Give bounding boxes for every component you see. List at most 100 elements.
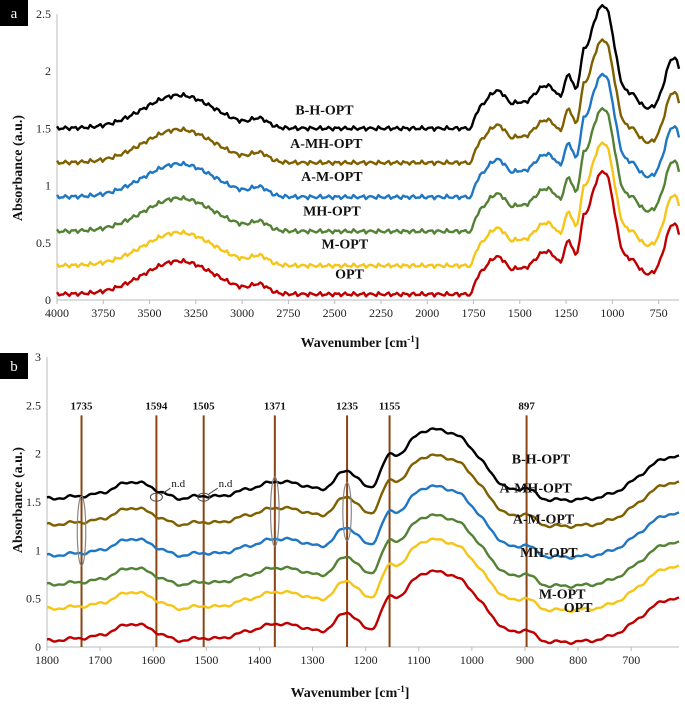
panel-a-axes: 0 0.5 1 1.5 2 2.5 4000 3750 3500 3250 3000 2750 2500… [36, 7, 679, 320]
panel-a-y-tick-label: 0.5 [36, 236, 51, 250]
panel-b-label-mh-opt: MH-OPT [520, 546, 578, 561]
panel-b-y-tick-label: 1.5 [26, 495, 41, 509]
panel-b-x-tick-label: 1800 [35, 653, 59, 667]
panel-b-x-tick-label: 1700 [88, 653, 112, 667]
panel-b-y-tick-label: 0 [35, 640, 41, 654]
panel-a-series-m-opt [55, 141, 681, 270]
panel-b-series-b-h-opt [46, 427, 680, 503]
panel-b-x-tick-label: 900 [516, 653, 534, 667]
marker-label-1371: 1371 [264, 400, 286, 412]
panel-a-label-opt: OPT [335, 267, 364, 282]
panel-b-label-a-m-opt: A-M-OPT [513, 512, 575, 527]
highlight-ellipse-1 [269, 476, 280, 548]
panel-a-xlabel-sup: -1 [407, 334, 415, 344]
panel-a-legend-labels: B-H-OPT A-MH-OPT A-M-OPT MH-OPT M-OPT OPT [290, 104, 369, 283]
panel-b-label-a-mh-opt: A-MH-OPT [499, 481, 572, 496]
panel-a: a 0 0.5 1 1.5 2 2.5 4000 3750 3500 3250 3000 2750 25… [0, 0, 681, 351]
panel-b-x-tick-label: 800 [569, 653, 587, 667]
panel-a-x-tick-label: 1500 [508, 306, 532, 320]
panel-b-series-mh-opt [46, 513, 680, 589]
panel-a-xlabel-close: ] [415, 336, 420, 351]
panel-a-series-a-mh-opt [55, 38, 681, 167]
panel-b-y-tick-label: 2.5 [26, 398, 41, 412]
panel-b-series-m-opt [46, 537, 680, 614]
panel-a-y-axis-title: Absorbance (a.u.) [11, 115, 26, 222]
panel-b: b 0 0.5 1 1.5 2 2.5 3 1800 1700 1600 1500 1400 1300 1… [0, 350, 680, 701]
panel-a-x-tick-label: 1750 [462, 306, 486, 320]
nd-label-0: n.d [171, 478, 185, 490]
panel-a-x-tick-label: 3250 [184, 306, 208, 320]
panel-a-label-a-mh-opt: A-MH-OPT [290, 137, 363, 152]
panel-a-label-b-h-opt: B-H-OPT [295, 104, 354, 119]
panel-b-label-b-h-opt: B-H-OPT [512, 452, 571, 467]
panel-a-y-tick-label: 0 [45, 293, 51, 307]
marker-label-1594: 1594 [145, 400, 168, 412]
marker-label-1235: 1235 [336, 400, 359, 412]
panel-a-y-tick-label: 2 [45, 64, 51, 78]
panel-b-series [46, 427, 680, 645]
panel-b-marker-lines: 1735 1594 1505 1371 1235 1155 897 [71, 400, 535, 647]
panel-a-series-a-m-opt [55, 72, 681, 201]
panel-b-xlabel-close: ] [405, 686, 410, 701]
panel-a-y-tick-label: 1.5 [36, 121, 51, 135]
panel-b-series-opt [46, 569, 680, 645]
panel-b-x-tick-label: 1300 [301, 653, 325, 667]
panel-a-y-tick-label: 1 [45, 179, 51, 193]
panel-b-y-axis-title: Absorbance (a.u.) [11, 447, 26, 554]
panel-a-x-tick-label: 3750 [91, 306, 115, 320]
nd-circle-0 [149, 492, 163, 502]
panel-b-x-tick-label: 1000 [460, 653, 484, 667]
panel-b-letter-box [0, 353, 28, 379]
highlight-ellipse-2 [342, 482, 352, 542]
panel-b-letter: b [10, 359, 18, 375]
panel-a-series-mh-opt [55, 107, 681, 235]
nd-pointer-0 [161, 487, 171, 495]
panel-b-x-tick-label: 1200 [354, 653, 378, 667]
panel-b-x-tick-label: 700 [622, 653, 640, 667]
panel-a-x-tick-label: 750 [650, 306, 668, 320]
nd-label-1: n.d [219, 478, 233, 490]
panel-a-x-tick-label: 2750 [276, 306, 300, 320]
panel-a-letter-box [0, 0, 28, 26]
panel-a-x-tick-label: 2250 [369, 306, 393, 320]
panel-b-y-tick-label: 3 [35, 350, 41, 364]
marker-label-897: 897 [518, 400, 535, 412]
panel-a-label-m-opt: M-OPT [322, 238, 369, 253]
panel-a-x-tick-label: 1000 [600, 306, 624, 320]
panel-b-series-a-m-opt [46, 484, 680, 560]
marker-label-1155: 1155 [379, 400, 401, 412]
panel-a-x-tick-label: 4000 [45, 306, 69, 320]
panel-b-xlabel-main: Wavenumber [cm [291, 686, 398, 701]
panel-a-series-b-h-opt [55, 4, 681, 132]
panel-a-letter: a [11, 6, 18, 22]
nd-pointer-1 [208, 487, 218, 495]
panel-a-series-opt [55, 169, 681, 298]
panel-b-y-tick-label: 2 [35, 447, 41, 461]
panel-b-y-tick-label: 0.5 [26, 592, 41, 606]
marker-label-1735: 1735 [71, 400, 94, 412]
panel-a-y-tick-label: 2.5 [36, 7, 51, 21]
panel-b-x-tick-label: 1600 [141, 653, 165, 667]
panel-b-y-tick-label: 1 [35, 543, 41, 557]
panel-b-label-opt: OPT [564, 601, 593, 616]
highlight-ellipse-0 [76, 495, 87, 567]
panel-b-series-a-mh-opt [46, 453, 680, 529]
panel-a-label-mh-opt: MH-OPT [303, 204, 361, 219]
panel-a-x-axis-title: Wavenumber [cm-1] [301, 334, 420, 351]
panel-b-label-m-opt: M-OPT [539, 588, 586, 603]
panel-b-xlabel-sup: -1 [397, 684, 405, 694]
panel-a-x-tick-label: 3500 [138, 306, 162, 320]
panel-b-x-axis-title: Wavenumber [cm-1] [291, 684, 410, 701]
panel-b-x-tick-label: 1500 [194, 653, 218, 667]
panel-a-x-tick-label: 2000 [415, 306, 439, 320]
panel-b-x-tick-label: 1100 [407, 653, 431, 667]
marker-label-1505: 1505 [193, 400, 216, 412]
panel-a-x-tick-label: 3000 [230, 306, 254, 320]
panel-b-axes: 0 0.5 1 1.5 2 2.5 3 1800 1700 1600 1500 1400 1300 120… [26, 350, 679, 667]
panel-a-series [55, 4, 681, 298]
panel-a-x-tick-label: 1250 [554, 306, 578, 320]
panel-a-x-tick-label: 2500 [323, 306, 347, 320]
panel-b-ellipses: n.d n.d [76, 476, 352, 567]
